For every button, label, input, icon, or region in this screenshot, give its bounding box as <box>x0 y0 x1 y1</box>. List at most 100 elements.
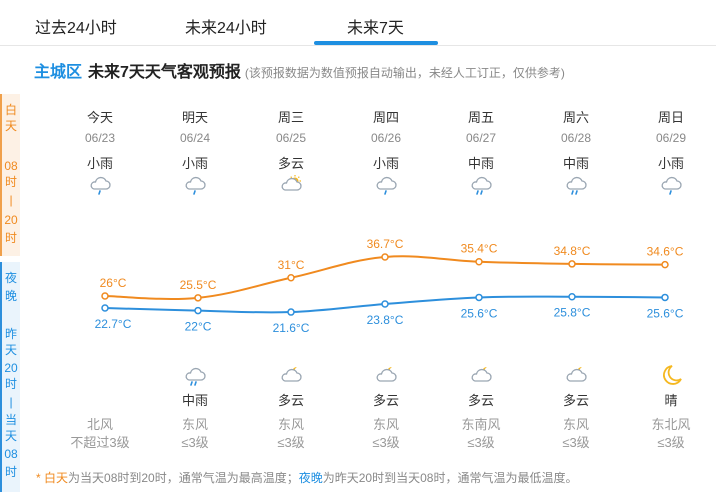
low-temp-label: 21.6°C <box>273 321 310 335</box>
night-side-char: 20 <box>4 361 18 375</box>
partly-cloudy-night-icon <box>277 364 305 388</box>
night-side-char: 天 <box>4 343 17 357</box>
wind-direction: 北风 <box>86 417 113 432</box>
city-name: 主城区 <box>34 64 83 81</box>
footnote-day-desc: 为当天08时到20时，通常气温为最高温度； <box>68 471 299 485</box>
clear-night-icon <box>657 364 685 388</box>
low-temp-label: 25.6°C <box>647 306 684 320</box>
night-side-char: 天 <box>4 429 17 443</box>
temperature-point <box>568 260 576 268</box>
night-condition: 晴 <box>664 393 678 408</box>
day-weekday: 周三 <box>277 110 304 125</box>
day-side-char: 20 <box>4 213 18 227</box>
footnote: * 白天为当天08时到20时，通常气温为最高温度；夜晚为昨天20时到当天08时，… <box>36 469 577 486</box>
temperature-point <box>661 293 669 302</box>
temperature-point <box>287 308 295 316</box>
wind-level: ≤3级 <box>467 435 495 450</box>
temperature-point <box>661 260 669 269</box>
light-rain-icon <box>657 173 685 197</box>
temperature-point <box>381 253 389 261</box>
active-tab-indicator <box>314 41 438 45</box>
moderate-rain-icon <box>467 173 495 197</box>
footnote-star: * <box>36 471 45 485</box>
light-rain-icon <box>86 173 114 197</box>
night-side-char: 时 <box>4 465 17 479</box>
day-side-char: 天 <box>4 119 17 133</box>
temperature-chart: 26°C 25.5°C 31°C 36.7°C 35.4°C 34.8°C 34.6°C 22… <box>95 237 684 335</box>
footnote-night-desc: 为昨天20时到当天08时，通常气温为最低温度。 <box>322 471 578 485</box>
high-temp-label: 25.5°C <box>180 278 217 292</box>
day-weekday: 周日 <box>657 110 684 125</box>
day-date: 06/28 <box>560 131 592 145</box>
wind-direction: 东风 <box>562 417 589 432</box>
temperature-point <box>287 274 295 282</box>
tab-next-7d[interactable]: 未来7天 <box>347 20 404 37</box>
low-temp-label: 22.7°C <box>95 317 132 331</box>
wind-direction: 东风 <box>372 417 399 432</box>
wind-level: ≤3级 <box>372 435 400 450</box>
moderate-rain-icon <box>181 364 209 388</box>
day-weekday: 周四 <box>372 110 399 125</box>
light-rain-icon <box>372 173 400 197</box>
night-condition: 多云 <box>277 393 304 408</box>
high-temp-label: 35.4°C <box>461 242 498 256</box>
tab-bar: 过去24小时 未来24小时 未来7天 <box>0 0 716 46</box>
high-temp-label: 34.6°C <box>647 245 684 259</box>
night-condition: 多云 <box>467 393 494 408</box>
night-side-char: 08 <box>4 447 18 461</box>
tab-next-24h[interactable]: 未来24小时 <box>185 20 267 37</box>
partly-cloudy-night-icon <box>467 364 495 388</box>
night-condition: 中雨 <box>181 393 208 408</box>
temperature-point <box>475 257 483 266</box>
low-temp-label: 22°C <box>185 320 212 334</box>
night-side-char: | <box>9 395 13 409</box>
day-weekday: 今天 <box>86 110 113 125</box>
day-date: 06/29 <box>655 131 687 145</box>
high-temp-label: 26°C <box>100 276 127 290</box>
day-date: 06/24 <box>179 131 211 145</box>
day-condition: 中雨 <box>562 156 589 171</box>
wind-direction: 东北风 <box>651 417 691 432</box>
night-condition: 多云 <box>372 393 399 408</box>
day-condition: 小雨 <box>86 156 113 171</box>
temperature-point <box>475 293 483 302</box>
high-temp-label: 34.8°C <box>554 244 591 258</box>
day-side-char: | <box>9 193 13 207</box>
day-weekday: 周六 <box>562 110 589 125</box>
night-condition: 多云 <box>562 393 589 408</box>
day-condition: 中雨 <box>467 156 494 171</box>
day-weekday: 明天 <box>181 110 208 125</box>
night-side-label <box>0 262 20 492</box>
day-date: 06/25 <box>275 131 307 145</box>
wind-level: ≤3级 <box>277 435 305 450</box>
wind-direction: 东风 <box>277 417 304 432</box>
day-condition: 小雨 <box>657 156 684 171</box>
night-side-char: 时 <box>4 377 17 391</box>
day-date: 06/27 <box>465 131 497 145</box>
night-side-char: 昨 <box>4 327 17 341</box>
tab-past-24h[interactable]: 过去24小时 <box>35 20 117 37</box>
wind-level: 不超过3级 <box>70 435 130 450</box>
low-temp-label: 23.8°C <box>367 313 404 327</box>
wind-direction: 东风 <box>181 417 208 432</box>
wind-level: ≤3级 <box>657 435 685 450</box>
day-date: 06/26 <box>370 131 402 145</box>
temperature-point <box>101 304 109 312</box>
footnote-day-label: 白天 <box>44 471 69 485</box>
day-condition: 小雨 <box>372 156 399 171</box>
temperature-point <box>194 294 202 302</box>
high-temp-label: 31°C <box>278 258 305 272</box>
moderate-rain-icon <box>562 173 590 197</box>
night-side-char: 晚 <box>4 289 17 303</box>
temperature-point <box>194 306 202 315</box>
night-side-char: 当 <box>4 413 17 427</box>
wind-level: ≤3级 <box>562 435 590 450</box>
day-weekday: 周五 <box>467 110 494 125</box>
high-temp-label: 36.7°C <box>367 237 404 251</box>
wind-level: ≤3级 <box>181 435 209 450</box>
forecast-title: 主城区 未来7天天气客观预报 (该预报数据为数值预报自动输出，未经人工订正，仅供参考… <box>34 58 565 81</box>
partly-cloudy-night-icon <box>562 364 590 388</box>
day-condition: 小雨 <box>181 156 208 171</box>
day-side-char: 白 <box>4 103 17 117</box>
day-side-char: 08 <box>4 159 18 173</box>
